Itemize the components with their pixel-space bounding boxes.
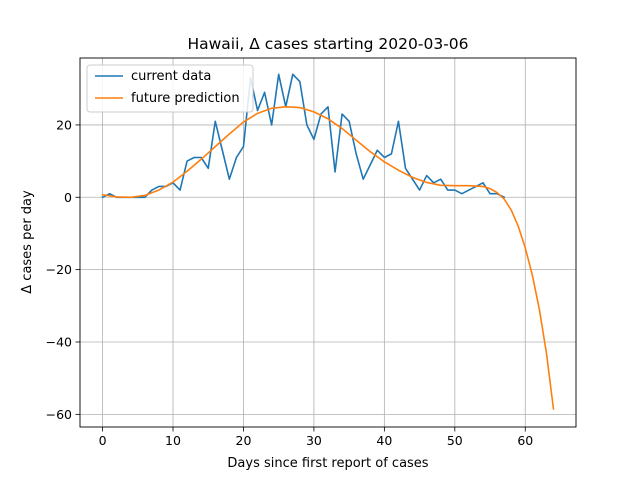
x-tick-label: 20 — [236, 433, 252, 448]
y-tick-label: −40 — [46, 334, 72, 349]
x-tick-label: 0 — [99, 433, 107, 448]
x-tick-label: 60 — [517, 433, 533, 448]
x-axis-label: Days since first report of cases — [227, 456, 428, 471]
y-tick-label: 0 — [64, 190, 72, 205]
y-axis-label: Δ cases per day — [20, 190, 35, 294]
x-tick-label: 30 — [306, 433, 322, 448]
y-tick-label: −60 — [46, 407, 72, 422]
x-tick-label: 10 — [165, 433, 181, 448]
series-line-future-prediction — [101, 106, 555, 410]
y-tick-label: 20 — [56, 117, 72, 132]
ticks: 0 10 20 30 40 50 60 −60 −40 −20 0 20 — [46, 117, 534, 448]
legend-label-current-data: current data — [131, 69, 211, 84]
grid — [80, 58, 576, 427]
legend: current data future prediction — [86, 64, 254, 113]
plot-lines — [101, 73, 555, 410]
x-tick-label: 50 — [447, 433, 463, 448]
legend-label-future-prediction: future prediction — [131, 91, 240, 106]
chart-title: Hawaii, Δ cases starting 2020-03-06 — [187, 35, 468, 53]
legend-box — [86, 64, 254, 113]
plot-frame — [79, 57, 577, 428]
x-tick-label: 40 — [376, 433, 392, 448]
y-tick-label: −20 — [46, 262, 72, 277]
